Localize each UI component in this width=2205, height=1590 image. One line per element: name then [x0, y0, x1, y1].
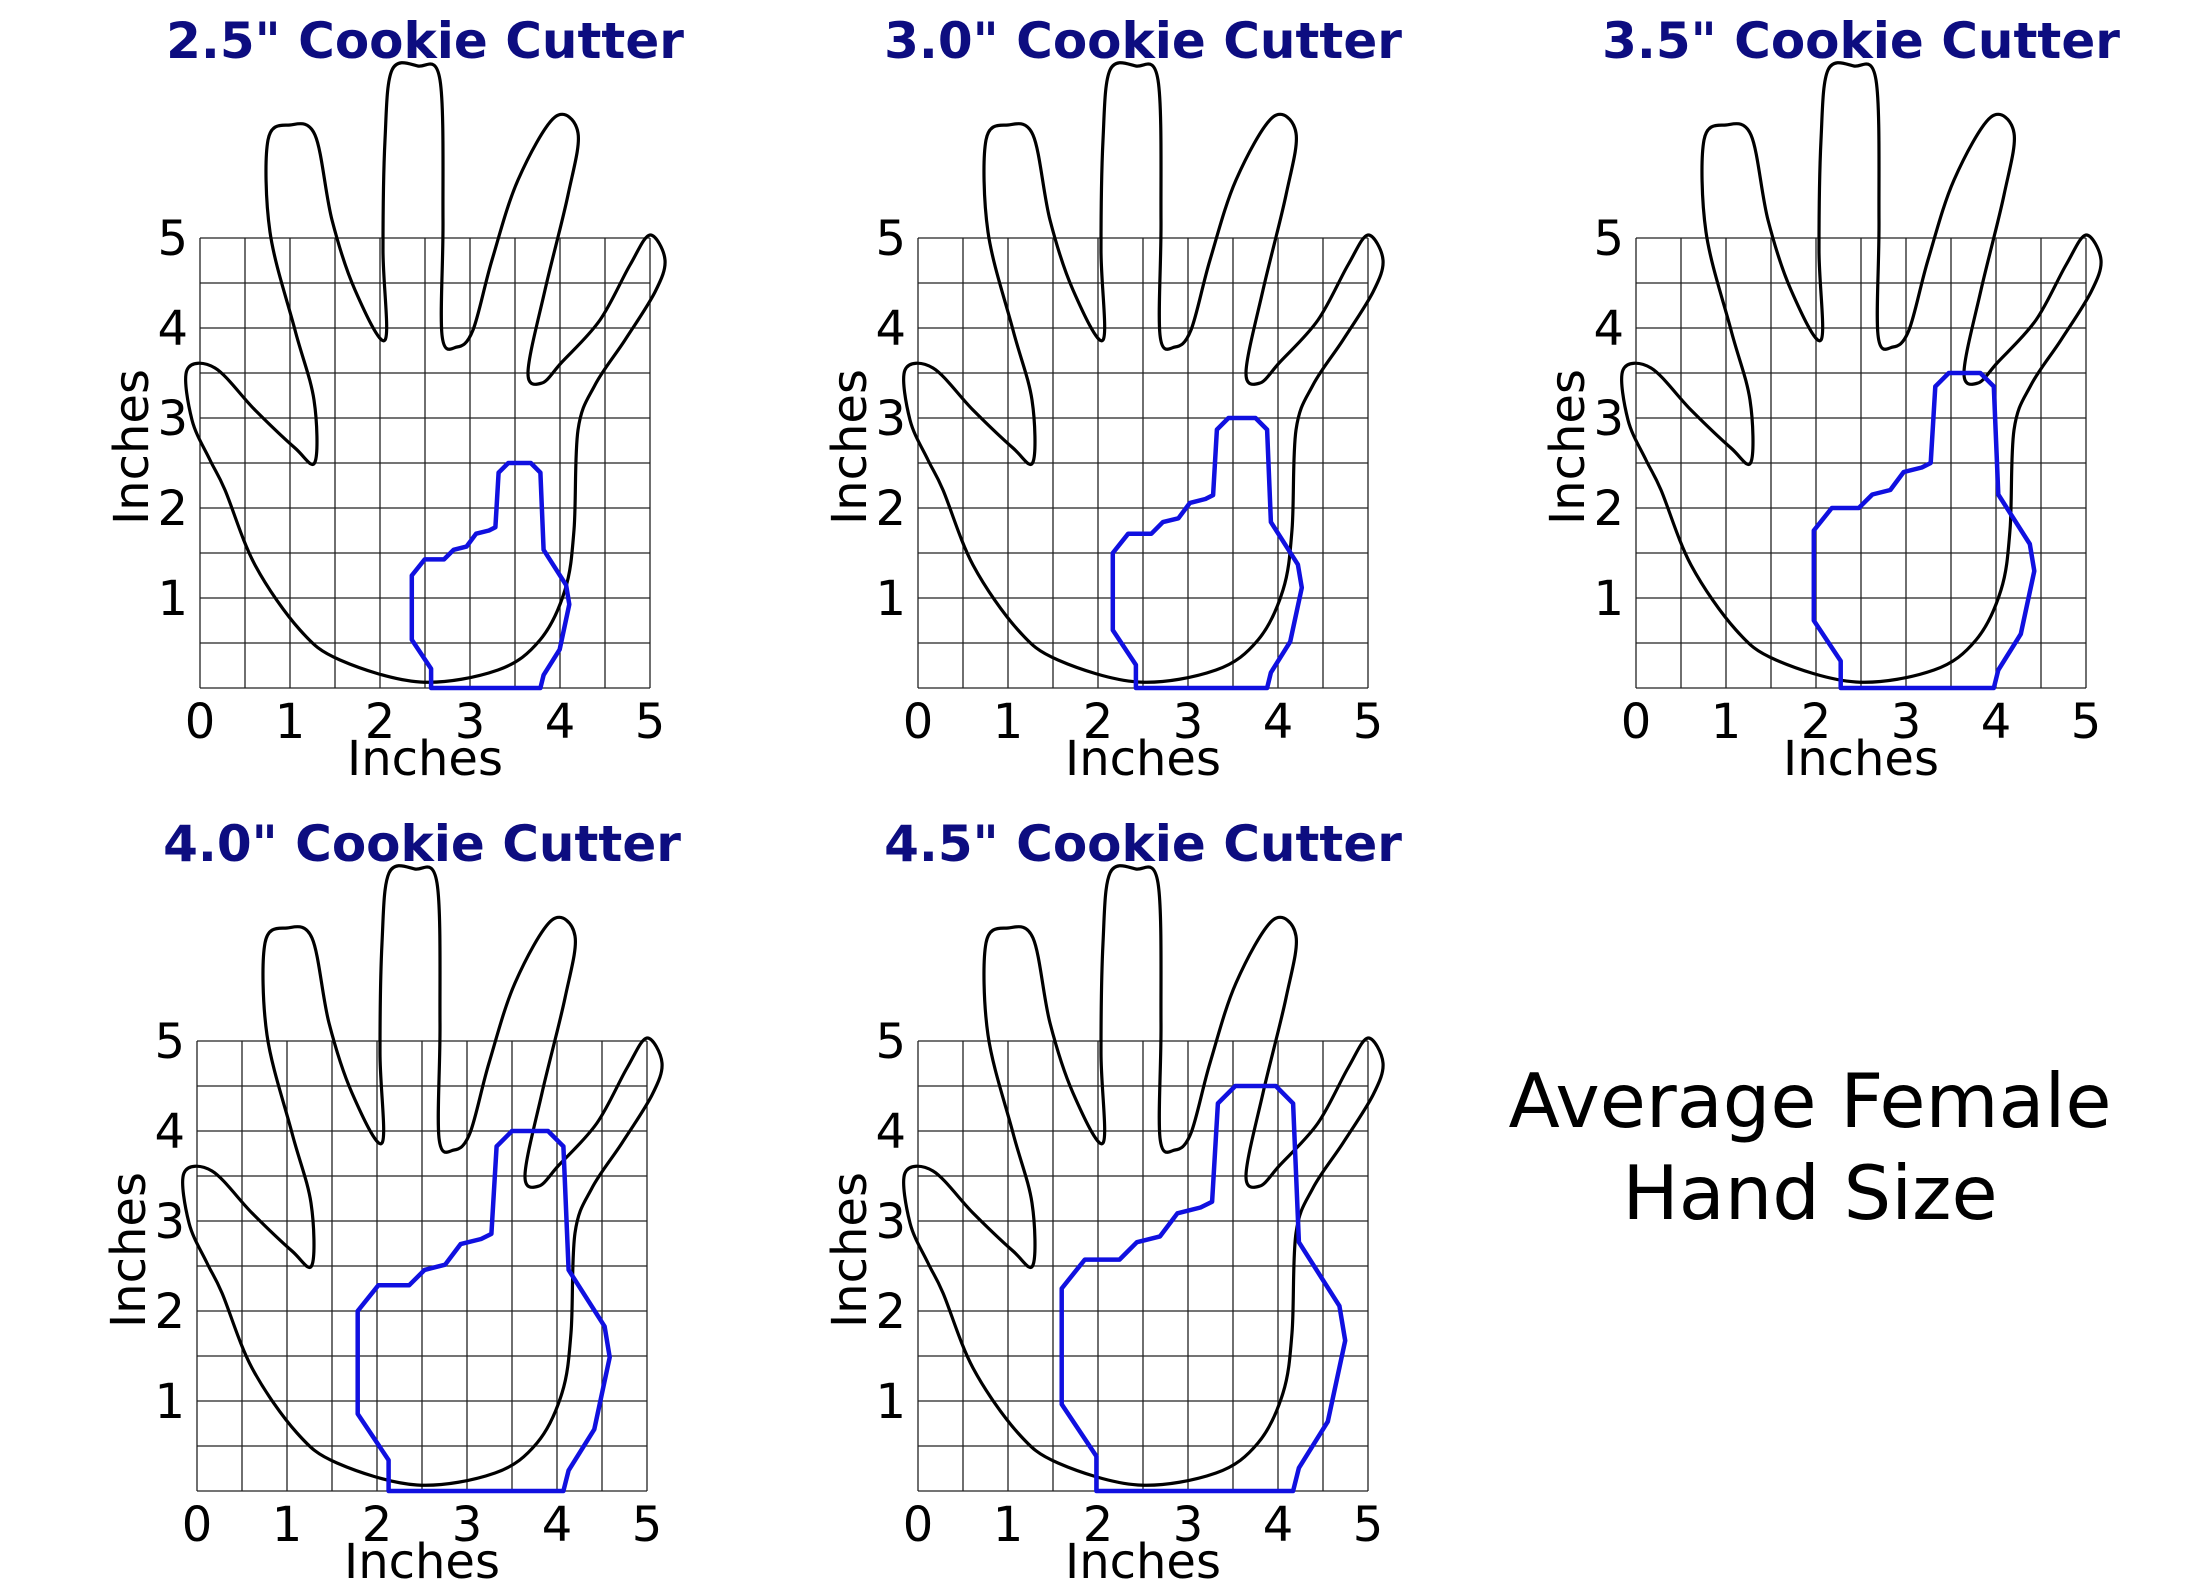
- y-tick-label: 2: [875, 1284, 906, 1340]
- x-tick-label: 2: [365, 694, 396, 750]
- y-tick-label: 2: [1593, 481, 1624, 537]
- hand-chart: 3.0" Cookie Cutter 0 1 2 3 4 5 1 2 3 4 5 Inches Inche…: [822, 12, 1402, 787]
- hand-outline: [902, 61, 1385, 684]
- x-tick-label: 4: [1981, 694, 2012, 750]
- hand-outline: [184, 61, 667, 684]
- x-tick-label: 1: [993, 694, 1024, 750]
- x-tick-label: 5: [632, 1497, 663, 1553]
- x-tick-label: 4: [542, 1497, 573, 1553]
- x-tick-label: 5: [635, 694, 666, 750]
- hand-outline: [902, 864, 1385, 1487]
- x-tick-label: 4: [1263, 1497, 1294, 1553]
- hand-chart-panel: 3.5" Cookie Cutter 0 1 2 3 4 5 1 2 3 4 5 Inches Inche…: [1436, 0, 2136, 787]
- x-tick-label: 5: [1353, 1497, 1384, 1553]
- x-tick-label: 1: [993, 1497, 1024, 1553]
- cookie-cutter-outline: [1059, 1083, 1348, 1494]
- hand-chart: 4.0" Cookie Cutter 0 1 2 3 4 5 1 2 3 4 5 Inches Inche…: [101, 815, 681, 1590]
- x-tick-label: 2: [362, 1497, 393, 1553]
- y-tick-label: 1: [1593, 571, 1624, 627]
- y-axis-label: Inches: [822, 369, 878, 525]
- hand-outline: [181, 864, 664, 1487]
- x-tick-label: 3: [1173, 694, 1204, 750]
- hand-outline: [1620, 61, 2103, 684]
- grid: [196, 1040, 648, 1492]
- y-tick-label: 4: [1593, 301, 1624, 357]
- hand-chart-panel: 3.0" Cookie Cutter 0 1 2 3 4 5 1 2 3 4 5 Inches Inche…: [718, 0, 1418, 787]
- x-axis-label: Inches: [344, 1534, 500, 1590]
- x-tick-label: 0: [903, 1497, 934, 1553]
- x-axis-label: Inches: [1065, 1534, 1221, 1590]
- x-tick-label: 3: [1173, 1497, 1204, 1553]
- grid: [199, 237, 651, 689]
- x-axis-label: Inches: [347, 731, 503, 787]
- x-tick-label: 3: [452, 1497, 483, 1553]
- y-tick-label: 1: [157, 571, 188, 627]
- y-axis-label: Inches: [1540, 369, 1596, 525]
- y-tick-label: 3: [875, 391, 906, 447]
- x-tick-label: 0: [1621, 694, 1652, 750]
- x-tick-label: 5: [2071, 694, 2102, 750]
- y-axis-label: Inches: [104, 369, 160, 525]
- x-axis-label: Inches: [1783, 731, 1939, 787]
- x-tick-label: 0: [185, 694, 216, 750]
- x-tick-label: 4: [545, 694, 576, 750]
- y-tick-label: 1: [875, 1374, 906, 1430]
- y-tick-label: 5: [875, 1014, 906, 1070]
- y-tick-label: 1: [875, 571, 906, 627]
- panel-title: 3.5" Cookie Cutter: [1602, 12, 2120, 70]
- x-tick-label: 1: [275, 694, 306, 750]
- y-axis-label: Inches: [822, 1172, 878, 1328]
- y-axis-label: Inches: [101, 1172, 157, 1328]
- y-tick-label: 1: [154, 1374, 185, 1430]
- hand-chart-panel: 4.5" Cookie Cutter 0 1 2 3 4 5 1 2 3 4 5 Inches Inche…: [718, 803, 1418, 1590]
- hand-chart-panel: 2.5" Cookie Cutter 0 1 2 3 4 5 1 2 3 4 5 Inches Inche…: [0, 0, 700, 787]
- x-tick-label: 1: [1711, 694, 1742, 750]
- x-tick-label: 1: [272, 1497, 303, 1553]
- hand-chart: 2.5" Cookie Cutter 0 1 2 3 4 5 1 2 3 4 5 Inches Inche…: [104, 12, 684, 787]
- caption-line-1: Average Female: [1508, 1057, 2112, 1145]
- panel-title: 4.0" Cookie Cutter: [163, 815, 681, 873]
- y-tick-label: 2: [154, 1284, 185, 1340]
- cookie-cutter-outline: [1811, 370, 2037, 691]
- y-tick-label: 5: [875, 211, 906, 267]
- x-tick-label: 2: [1083, 694, 1114, 750]
- x-tick-label: 3: [1891, 694, 1922, 750]
- x-tick-label: 4: [1263, 694, 1294, 750]
- x-tick-label: 2: [1801, 694, 1832, 750]
- y-tick-label: 4: [875, 301, 906, 357]
- x-tick-label: 0: [182, 1497, 213, 1553]
- panel-title: 2.5" Cookie Cutter: [166, 12, 684, 70]
- y-tick-label: 3: [157, 391, 188, 447]
- y-tick-label: 2: [157, 481, 188, 537]
- y-tick-label: 3: [875, 1194, 906, 1250]
- y-tick-label: 4: [875, 1104, 906, 1160]
- y-tick-label: 5: [154, 1014, 185, 1070]
- y-tick-label: 4: [154, 1104, 185, 1160]
- x-tick-label: 3: [455, 694, 486, 750]
- x-tick-label: 5: [1353, 694, 1384, 750]
- panel-title: 4.5" Cookie Cutter: [884, 815, 1402, 873]
- caption-line-2: Hand Size: [1622, 1149, 1998, 1237]
- y-tick-label: 2: [875, 481, 906, 537]
- x-tick-label: 0: [903, 694, 934, 750]
- cookie-cutter-outline: [355, 1128, 612, 1494]
- hand-chart: 3.5" Cookie Cutter 0 1 2 3 4 5 1 2 3 4 5 Inches Inche…: [1540, 12, 2120, 787]
- x-tick-label: 2: [1083, 1497, 1114, 1553]
- y-tick-label: 3: [154, 1194, 185, 1250]
- grid: [917, 1040, 1369, 1492]
- y-tick-label: 3: [1593, 391, 1624, 447]
- panel-title: 3.0" Cookie Cutter: [884, 12, 1402, 70]
- grid: [1635, 237, 2087, 689]
- cookie-cutter-outline: [409, 460, 572, 691]
- caption: Average Female Hand Size: [1430, 1055, 2190, 1239]
- hand-chart: 4.5" Cookie Cutter 0 1 2 3 4 5 1 2 3 4 5 Inches Inche…: [822, 815, 1402, 1590]
- y-tick-label: 5: [1593, 211, 1624, 267]
- y-tick-label: 5: [157, 211, 188, 267]
- y-tick-label: 4: [157, 301, 188, 357]
- hand-chart-panel: 4.0" Cookie Cutter 0 1 2 3 4 5 1 2 3 4 5 Inches Inche…: [0, 803, 697, 1590]
- cookie-cutter-outline: [1110, 415, 1305, 691]
- grid: [917, 237, 1369, 689]
- x-axis-label: Inches: [1065, 731, 1221, 787]
